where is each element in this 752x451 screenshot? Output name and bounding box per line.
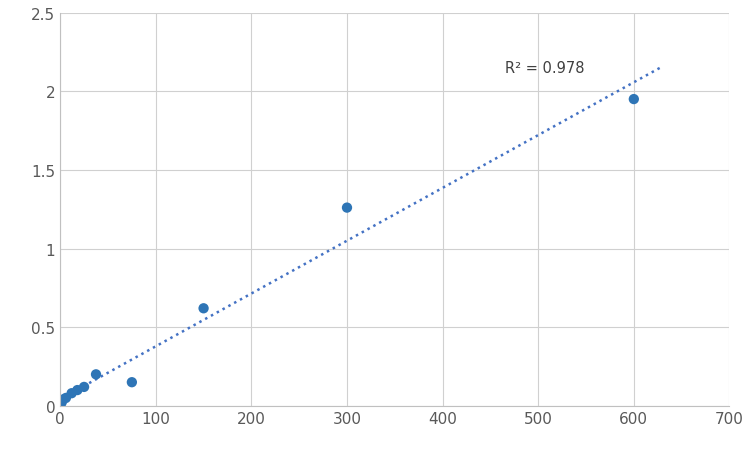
Point (57, 396, 69, 403)
Point (198, 305, 210, 312)
Text: R² = 0.978: R² = 0.978 (505, 61, 584, 76)
Point (341, 205, 353, 212)
Point (628, 96, 640, 103)
Point (65, 390, 77, 397)
Point (78, 383, 90, 391)
Point (56, 399, 68, 406)
Point (71, 387, 83, 394)
Point (126, 379, 138, 386)
Point (90, 371, 102, 378)
Point (60, 395, 72, 402)
